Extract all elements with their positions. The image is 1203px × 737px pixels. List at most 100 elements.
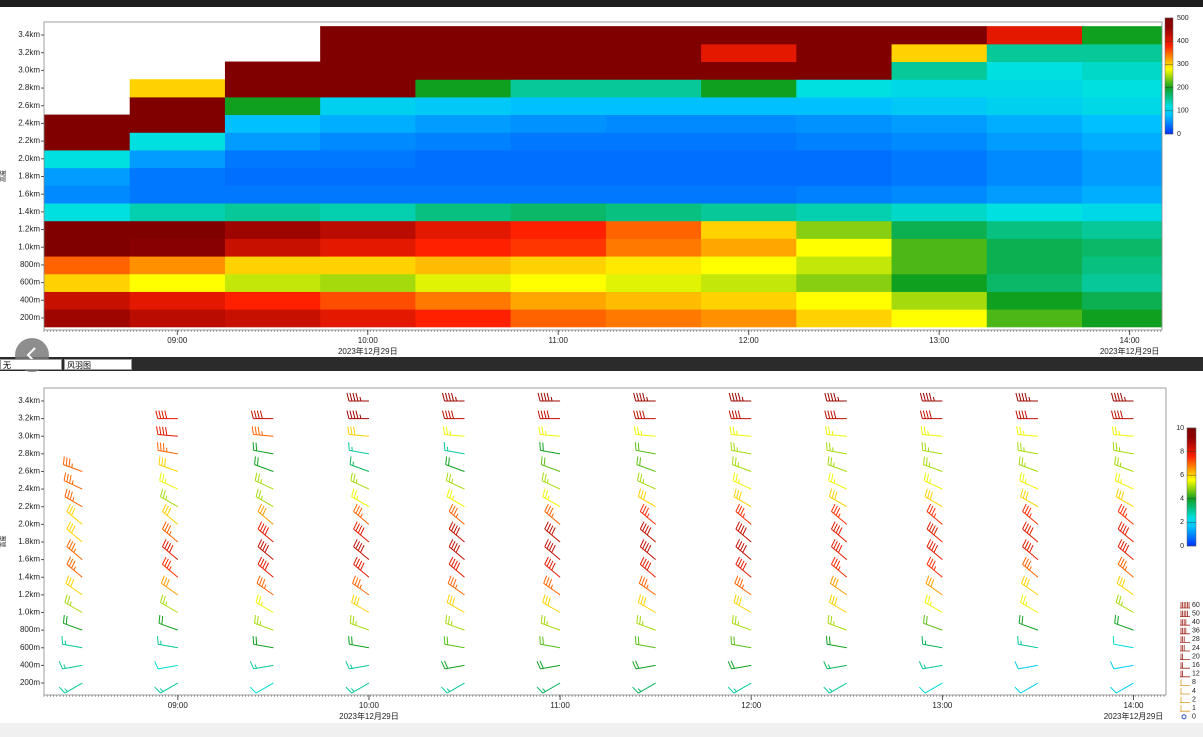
wind-barb bbox=[918, 661, 943, 670]
legend-icon bbox=[1180, 627, 1190, 635]
y-axis-title: 高度 bbox=[0, 170, 8, 182]
wind-barb bbox=[254, 615, 274, 631]
heat-cell bbox=[510, 149, 607, 169]
wind-barb bbox=[924, 594, 943, 613]
heat-cell bbox=[796, 43, 893, 63]
colorbar-label: 0 bbox=[1180, 543, 1184, 550]
heat-cell bbox=[1082, 220, 1162, 239]
wind-barb bbox=[539, 442, 561, 455]
wind-barb bbox=[1017, 442, 1039, 455]
heat-cell bbox=[796, 273, 893, 292]
date-label: 2023年12月29日 bbox=[338, 346, 398, 356]
y-tick-label: 2.0km bbox=[18, 519, 40, 528]
wind-barb bbox=[63, 472, 83, 490]
heat-cell bbox=[224, 149, 321, 169]
heat-cell bbox=[1082, 291, 1162, 310]
y-tick-label: 1.8km bbox=[18, 172, 40, 181]
wind-barb bbox=[162, 521, 179, 543]
heat-cell bbox=[701, 309, 797, 328]
wind-barb bbox=[448, 539, 465, 560]
heat-cell bbox=[796, 256, 893, 275]
heat-cell bbox=[510, 273, 607, 292]
heat-cell bbox=[510, 167, 607, 186]
wind-barb bbox=[639, 521, 656, 543]
heat-cell bbox=[605, 309, 702, 328]
wind-barb bbox=[255, 594, 274, 613]
heat-cell bbox=[129, 256, 226, 275]
heat-cell bbox=[224, 238, 321, 257]
wind-barb bbox=[831, 539, 848, 560]
y-tick-label: 200m bbox=[20, 313, 40, 322]
heat-cell bbox=[701, 96, 797, 116]
wind-barb bbox=[351, 594, 370, 613]
y-tick-label: 1.4km bbox=[18, 207, 40, 216]
heat-cell bbox=[701, 220, 797, 239]
y-tick-label: 1.4km bbox=[18, 572, 40, 581]
heat-cell bbox=[605, 43, 702, 63]
wind-barb bbox=[159, 472, 179, 490]
wind-barb bbox=[735, 556, 752, 578]
wind-barb bbox=[732, 472, 752, 490]
wind-barb bbox=[349, 456, 370, 472]
heat-cell bbox=[891, 114, 988, 133]
x-tick-label: 09:00 bbox=[167, 336, 188, 345]
wind-barb bbox=[250, 410, 274, 420]
y-tick-label: 2.0km bbox=[18, 154, 40, 163]
wind-barb bbox=[636, 456, 656, 472]
wind-barb bbox=[1110, 682, 1134, 694]
heat-cell bbox=[44, 149, 131, 169]
legend-icon bbox=[1180, 619, 1190, 626]
heat-cell bbox=[605, 291, 702, 310]
wind-barb bbox=[735, 503, 752, 525]
legend-label: 50 bbox=[1192, 610, 1200, 617]
wind-barb bbox=[252, 636, 274, 649]
select-left[interactable]: 无 bbox=[0, 359, 62, 370]
wind-barb bbox=[729, 426, 752, 437]
wind-barb bbox=[162, 503, 179, 525]
heat-cell bbox=[986, 96, 1083, 116]
heat-cell bbox=[796, 26, 893, 45]
legend-icon bbox=[1180, 670, 1190, 678]
wind-barb bbox=[154, 682, 179, 694]
wind-barb bbox=[353, 503, 370, 525]
wind-barb bbox=[919, 392, 943, 402]
heat-cell bbox=[510, 114, 607, 133]
wind-barb bbox=[158, 456, 178, 472]
heat-cell bbox=[1082, 96, 1162, 116]
heat-cell bbox=[701, 43, 797, 63]
heat-cell bbox=[224, 114, 321, 133]
wind-barb bbox=[155, 410, 178, 420]
wind-barb bbox=[538, 426, 561, 437]
heat-cell bbox=[1082, 26, 1162, 45]
wind-barb bbox=[1018, 456, 1039, 472]
x-tick-label: 14:00 bbox=[1120, 336, 1141, 345]
wind-barb bbox=[443, 442, 465, 455]
heat-cell bbox=[1082, 273, 1162, 292]
y-tick-label: 2.6km bbox=[18, 467, 40, 476]
plot-area bbox=[58, 392, 1134, 694]
wind-barb bbox=[346, 392, 369, 402]
heat-cell bbox=[891, 61, 988, 80]
heat-cell bbox=[224, 203, 321, 222]
heat-cell bbox=[415, 203, 512, 222]
wind-barb bbox=[159, 594, 179, 613]
heat-cell bbox=[891, 132, 988, 151]
wind-barb bbox=[823, 682, 848, 694]
y-tick-label: 400m bbox=[20, 295, 40, 304]
heat-cell bbox=[891, 167, 988, 186]
heat-cell bbox=[129, 273, 226, 292]
x-tick-label: 10:00 bbox=[358, 336, 379, 345]
heat-cell bbox=[891, 185, 988, 204]
colorbar-label: 4 bbox=[1180, 496, 1184, 503]
select-right[interactable]: 风羽图 bbox=[64, 359, 132, 370]
heat-cell bbox=[796, 79, 893, 98]
wind-barb bbox=[162, 539, 179, 560]
wind-barb bbox=[827, 615, 847, 631]
heat-cell bbox=[44, 309, 131, 328]
wind-barb bbox=[254, 456, 274, 472]
panel-toolbar bbox=[0, 357, 1203, 371]
heat-cell bbox=[1082, 185, 1162, 204]
wind-barb bbox=[62, 615, 83, 631]
heat-cell bbox=[415, 273, 512, 292]
